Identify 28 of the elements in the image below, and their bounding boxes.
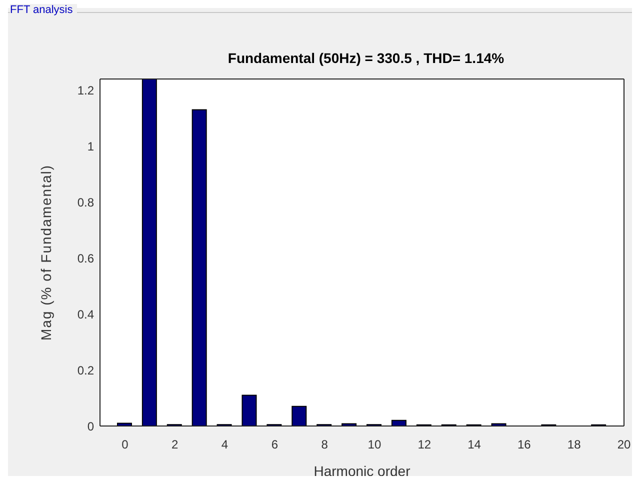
x-tick-label: 12 [418, 438, 432, 452]
y-axis-title: Mag (% of Fundamental) [38, 164, 54, 341]
y-tick-label: 1 [87, 139, 94, 154]
x-tick-label: 4 [221, 438, 228, 452]
x-tick-label: 0 [122, 438, 129, 452]
bar [292, 406, 307, 426]
y-tick-label: 0.8 [77, 195, 94, 210]
x-tick-label: 6 [271, 438, 278, 452]
x-tick-label: 8 [321, 438, 328, 452]
x-tick-label: 14 [468, 438, 482, 452]
bar [116, 422, 132, 426]
bar [142, 79, 157, 426]
x-tick-label: 20 [617, 438, 631, 452]
bar [192, 109, 207, 426]
text: FFT analysis [10, 4, 77, 16]
x-tick-label: 18 [567, 438, 582, 452]
x-tick-label: 2 [172, 438, 179, 452]
bar [242, 394, 257, 426]
bar [391, 420, 406, 426]
x-tick-label: 10 [368, 438, 382, 452]
x-tick-label: 16 [518, 438, 532, 452]
y-tick-label: 0 [87, 419, 94, 434]
y-tick-label: 0.4 [77, 307, 94, 322]
y-tick-label: 0.2 [77, 363, 94, 378]
chart-title: Fundamental (50Hz) = 330.5 , THD= 1.14% [226, 50, 506, 66]
x-axis-title: Harmonic order [314, 463, 411, 479]
y-tick-label: 0.6 [77, 251, 94, 266]
y-tick-label: 1.2 [77, 83, 94, 98]
